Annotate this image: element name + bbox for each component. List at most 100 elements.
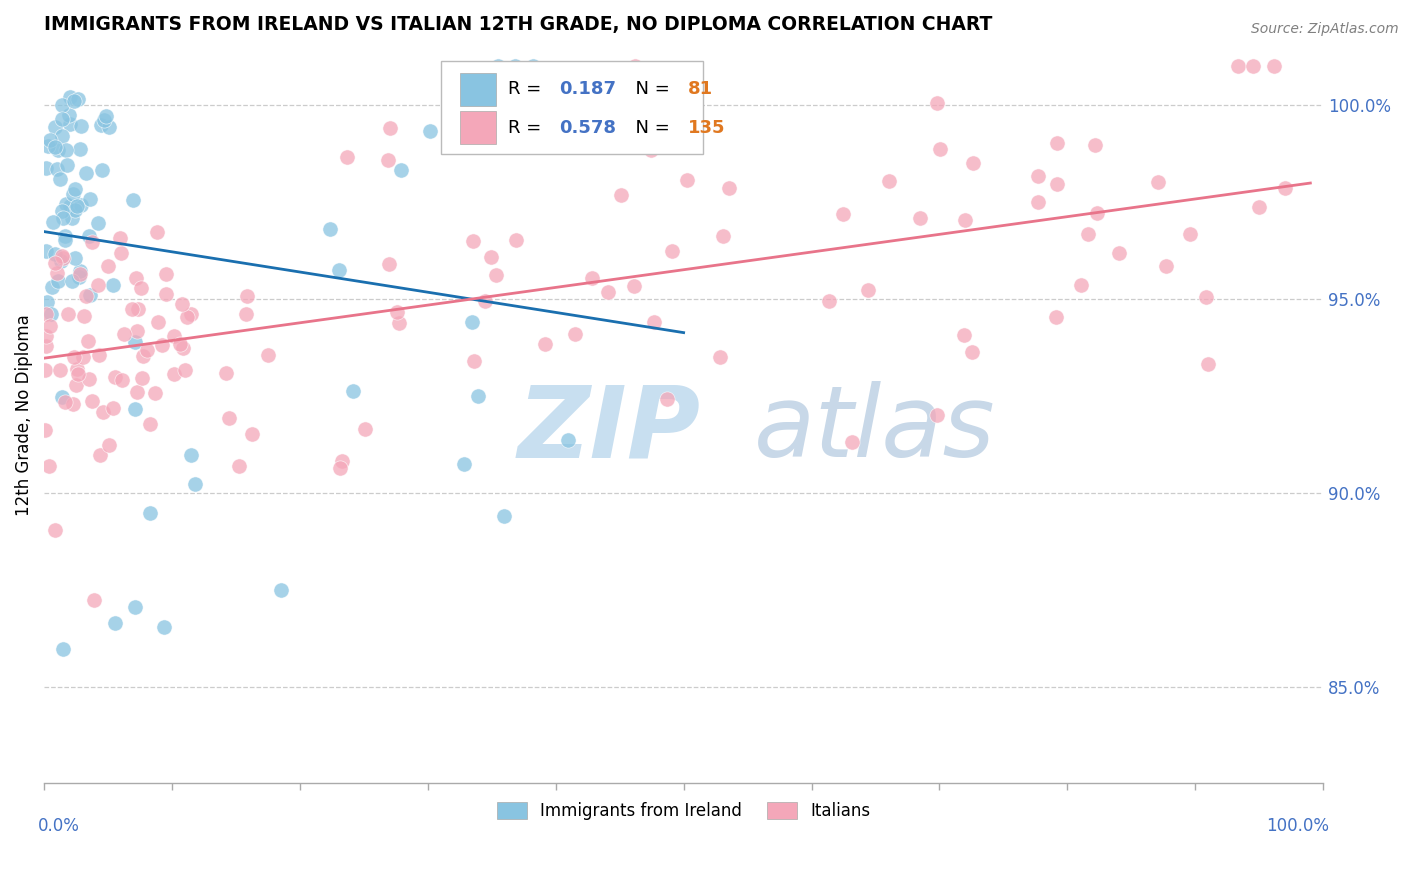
- Point: [1263, 59, 1285, 73]
- Point: [110, 230, 132, 244]
- Point: [87, 278, 110, 293]
- Point: [832, 207, 855, 221]
- Point: [962, 345, 984, 359]
- Point: [1045, 310, 1067, 324]
- Point: [39, 133, 62, 147]
- Point: [330, 454, 353, 468]
- Text: 81: 81: [688, 80, 713, 98]
- Point: [44, 139, 66, 153]
- Point: [354, 422, 377, 436]
- Point: [388, 317, 411, 331]
- Point: [145, 225, 167, 239]
- Point: [564, 327, 586, 342]
- Point: [419, 124, 441, 138]
- Point: [72, 351, 94, 365]
- Point: [35, 161, 58, 176]
- Point: [62, 186, 84, 201]
- Point: [65, 377, 87, 392]
- Point: [55, 197, 77, 211]
- Point: [101, 278, 124, 293]
- Point: [63, 182, 86, 196]
- Point: [596, 285, 619, 300]
- Point: [67, 368, 90, 382]
- Point: [953, 327, 976, 342]
- Point: [1249, 200, 1271, 214]
- Point: [146, 315, 169, 329]
- Point: [235, 307, 257, 321]
- Point: [1070, 278, 1092, 293]
- Point: [48, 363, 70, 377]
- Point: [494, 508, 516, 523]
- Text: R =: R =: [509, 80, 547, 98]
- Point: [1026, 195, 1049, 210]
- Point: [77, 229, 100, 244]
- Point: [1046, 178, 1069, 192]
- Point: [180, 307, 202, 321]
- Point: [377, 257, 399, 271]
- Point: [34, 362, 56, 376]
- Point: [505, 234, 527, 248]
- Point: [640, 143, 662, 157]
- Point: [962, 156, 984, 170]
- Point: [38, 458, 60, 473]
- Point: [533, 336, 555, 351]
- Point: [75, 288, 97, 302]
- Point: [46, 266, 69, 280]
- Text: N =: N =: [623, 80, 675, 98]
- Point: [44, 256, 66, 270]
- Legend: Immigrants from Ireland, Italians: Immigrants from Ireland, Italians: [491, 796, 877, 827]
- Point: [1077, 227, 1099, 242]
- Point: [342, 384, 364, 399]
- Point: [1026, 169, 1049, 183]
- Text: ZIP: ZIP: [517, 381, 700, 478]
- Point: [1178, 227, 1201, 241]
- Point: [180, 449, 202, 463]
- Point: [98, 438, 121, 452]
- Point: [110, 245, 132, 260]
- Point: [129, 281, 152, 295]
- Point: [69, 119, 91, 133]
- Point: [1085, 206, 1108, 220]
- Point: [46, 161, 69, 176]
- Point: [1154, 259, 1177, 273]
- Point: [121, 194, 143, 208]
- Point: [453, 458, 475, 472]
- Point: [228, 458, 250, 473]
- Point: [87, 349, 110, 363]
- Point: [35, 339, 58, 353]
- Point: [661, 244, 683, 258]
- Point: [1274, 181, 1296, 195]
- Point: [463, 234, 485, 248]
- Point: [467, 389, 489, 403]
- Point: [163, 368, 186, 382]
- Point: [463, 354, 485, 368]
- Point: [104, 369, 127, 384]
- Point: [713, 228, 735, 243]
- Point: [124, 600, 146, 615]
- Point: [172, 341, 194, 355]
- Point: [79, 288, 101, 302]
- Text: 0.187: 0.187: [560, 80, 617, 98]
- Point: [1243, 59, 1265, 73]
- Point: [69, 142, 91, 156]
- Point: [75, 166, 97, 180]
- Point: [91, 162, 114, 177]
- Point: [44, 246, 66, 260]
- Point: [59, 199, 82, 213]
- Point: [111, 373, 134, 387]
- Point: [44, 120, 66, 135]
- Point: [257, 348, 280, 362]
- Point: [35, 244, 58, 258]
- Point: [624, 59, 647, 73]
- Point: [503, 59, 526, 73]
- Point: [73, 310, 96, 324]
- Point: [378, 121, 401, 136]
- Point: [76, 334, 98, 348]
- Point: [35, 295, 58, 310]
- Point: [581, 270, 603, 285]
- Point: [97, 260, 120, 274]
- Point: [60, 275, 83, 289]
- Point: [80, 394, 103, 409]
- Point: [63, 94, 86, 108]
- Point: [79, 192, 101, 206]
